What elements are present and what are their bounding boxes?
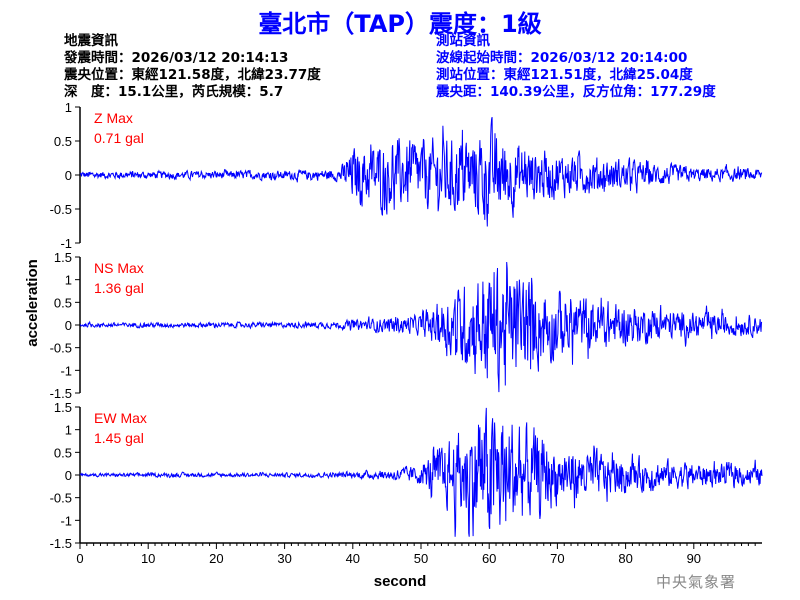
y-tick-label: -0.5 <box>50 202 72 217</box>
y-tick-label: 0.5 <box>54 134 72 149</box>
y-axis-label: acceleration <box>24 259 41 347</box>
waveform-ew <box>79 407 763 537</box>
y-tick-label: 0.5 <box>54 295 72 310</box>
max-label-ns: NS Max <box>94 260 144 276</box>
y-tick-label: 1 <box>65 100 72 115</box>
y-tick-label: 0.5 <box>54 445 72 460</box>
waveform-ns <box>80 261 763 393</box>
station-location: 測站位置：東經121.51度，北緯25.04度 <box>436 67 693 83</box>
y-tick-label: -1.5 <box>50 386 72 401</box>
quake-origin-time: 發震時間：2026/03/12 20:14:13 <box>64 50 289 66</box>
x-tick-label: 80 <box>618 551 632 566</box>
y-tick-label: 0 <box>65 318 72 333</box>
max-label-z: Z Max <box>94 110 133 126</box>
x-tick-label: 20 <box>209 551 223 566</box>
x-tick-label: 90 <box>687 551 701 566</box>
quake-info: 地震資訊 發震時間：2026/03/12 20:14:13 震央位置：東經121… <box>64 33 321 101</box>
waveform-z <box>79 116 763 227</box>
y-tick-label: 1.5 <box>54 400 72 415</box>
epicentral-distance: 震央距：140.39公里，反方位角：177.29度 <box>436 84 716 100</box>
record-start-time: 波線起始時間：2026/03/12 20:14:00 <box>436 50 688 66</box>
y-tick-label: -1.5 <box>50 536 72 551</box>
quake-info-heading: 地震資訊 <box>64 33 118 49</box>
y-tick-label: -1 <box>60 513 72 528</box>
y-tick-label: -0.5 <box>50 341 72 356</box>
y-tick-label: 0 <box>65 468 72 483</box>
max-label-ew: EW Max <box>94 410 147 426</box>
x-tick-label: 60 <box>482 551 496 566</box>
x-tick-label: 40 <box>346 551 360 566</box>
x-tick-label: 30 <box>277 551 291 566</box>
y-tick-label: -1 <box>60 236 72 251</box>
x-axis-label: second <box>374 573 427 590</box>
y-tick-label: -0.5 <box>50 491 72 506</box>
x-tick-label: 50 <box>414 551 428 566</box>
y-tick-label: 1.5 <box>54 250 72 265</box>
station-info: 測站資訊 波線起始時間：2026/03/12 20:14:00 測站位置：東經1… <box>436 33 716 101</box>
x-tick-label: 70 <box>550 551 564 566</box>
y-tick-label: -1 <box>60 363 72 378</box>
agency-footer: 中央氣象署 <box>656 573 737 591</box>
quake-depth-magnitude: 深 度：15.1公里，芮氏規模：5.7 <box>64 84 284 100</box>
x-tick-label: 10 <box>141 551 155 566</box>
y-tick-label: 1 <box>65 273 72 288</box>
quake-epicenter: 震央位置：東經121.58度，北緯23.77度 <box>64 67 321 83</box>
page-title: 臺北市（TAP）震度：1級 <box>258 10 542 38</box>
axes-layer: 1 0.5 0 -0.5 -1 Z Max 0.71 gal 1.5 1 0.5 0 -0.5 -1 -1… <box>50 100 763 566</box>
max-value-z: 0.71 gal <box>94 130 144 146</box>
y-tick-label: 0 <box>65 168 72 183</box>
station-info-heading: 測站資訊 <box>436 33 490 49</box>
x-tick-label: 0 <box>76 551 83 566</box>
max-value-ns: 1.36 gal <box>94 280 144 296</box>
y-tick-label: 1 <box>65 423 72 438</box>
max-value-ew: 1.45 gal <box>94 430 144 446</box>
